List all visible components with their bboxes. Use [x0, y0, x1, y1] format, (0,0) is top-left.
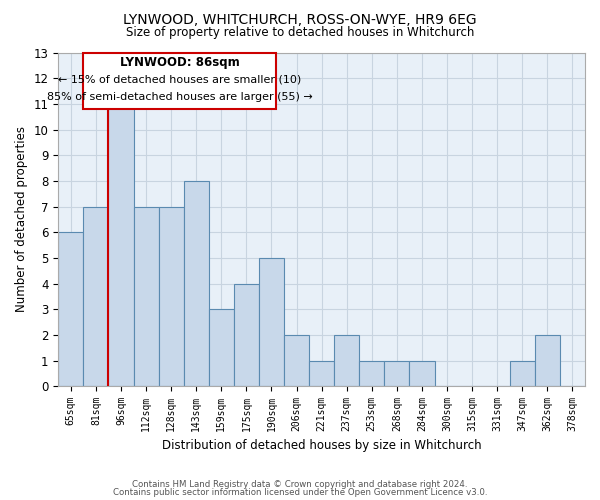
Text: LYNWOOD, WHITCHURCH, ROSS-ON-WYE, HR9 6EG: LYNWOOD, WHITCHURCH, ROSS-ON-WYE, HR9 6E… — [123, 12, 477, 26]
Bar — [385, 360, 409, 386]
Bar — [259, 258, 284, 386]
Bar — [58, 232, 83, 386]
Text: Contains public sector information licensed under the Open Government Licence v3: Contains public sector information licen… — [113, 488, 487, 497]
Bar — [184, 181, 209, 386]
Bar — [234, 284, 259, 386]
Bar — [209, 309, 234, 386]
Bar — [134, 206, 158, 386]
Bar — [334, 335, 359, 386]
Text: 85% of semi-detached houses are larger (55) →: 85% of semi-detached houses are larger (… — [47, 92, 313, 102]
X-axis label: Distribution of detached houses by size in Whitchurch: Distribution of detached houses by size … — [162, 440, 481, 452]
Bar — [535, 335, 560, 386]
Text: Size of property relative to detached houses in Whitchurch: Size of property relative to detached ho… — [126, 26, 474, 39]
Text: ← 15% of detached houses are smaller (10): ← 15% of detached houses are smaller (10… — [58, 74, 302, 85]
Bar — [158, 206, 184, 386]
Bar — [284, 335, 309, 386]
Y-axis label: Number of detached properties: Number of detached properties — [15, 126, 28, 312]
FancyBboxPatch shape — [83, 52, 277, 109]
Bar — [83, 206, 109, 386]
Bar — [309, 360, 334, 386]
Bar — [409, 360, 434, 386]
Text: Contains HM Land Registry data © Crown copyright and database right 2024.: Contains HM Land Registry data © Crown c… — [132, 480, 468, 489]
Bar — [109, 104, 134, 386]
Bar — [359, 360, 385, 386]
Bar — [510, 360, 535, 386]
Text: LYNWOOD: 86sqm: LYNWOOD: 86sqm — [120, 56, 240, 69]
